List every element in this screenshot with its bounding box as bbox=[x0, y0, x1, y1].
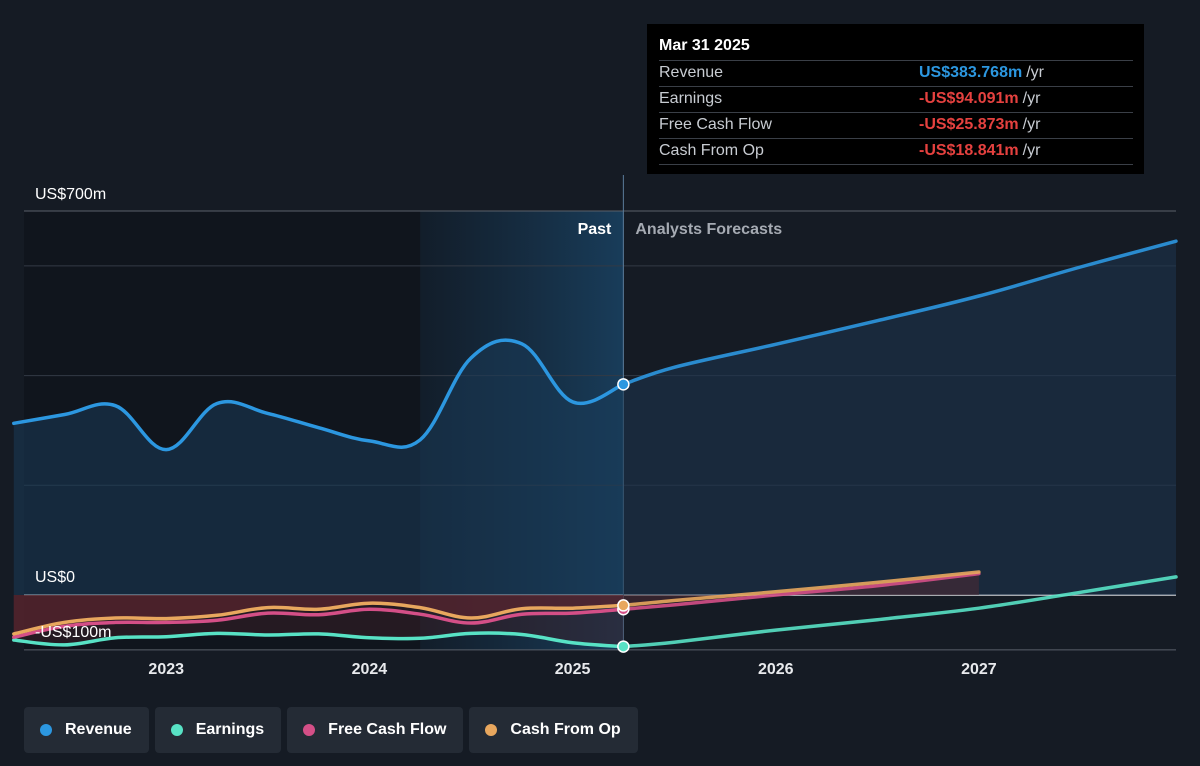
cfo-forecast-line bbox=[621, 570, 981, 608]
fcf-line bbox=[12, 607, 626, 639]
tooltip-row-earnings: Earnings -US$94.091m /yr bbox=[659, 86, 1133, 112]
earnings-area bbox=[13, 595, 624, 647]
tooltip-row-revenue: Revenue US$383.768m /yr bbox=[659, 60, 1133, 86]
legend-item-cash-from-op[interactable]: Cash From Op bbox=[469, 707, 638, 753]
x-tick-label: 2023 bbox=[148, 661, 184, 678]
tooltip-label: Earnings bbox=[659, 90, 723, 107]
x-tick-label: 2026 bbox=[758, 661, 794, 678]
revenue-current-point bbox=[617, 378, 630, 391]
legend-item-free-cash-flow[interactable]: Free Cash Flow bbox=[287, 707, 464, 753]
revenue-area bbox=[13, 340, 624, 595]
earnings-current-point bbox=[617, 640, 630, 653]
legend-dot-icon bbox=[40, 724, 52, 736]
legend-item-earnings[interactable]: Earnings bbox=[154, 707, 282, 753]
legend: Revenue Earnings Free Cash Flow Cash Fro… bbox=[24, 707, 638, 753]
legend-label: Earnings bbox=[195, 721, 265, 738]
tooltip-value: US$383.768m bbox=[919, 64, 1023, 81]
revenue-line bbox=[12, 338, 626, 452]
tooltip-unit: /yr bbox=[1022, 90, 1041, 107]
tooltip-label: Cash From Op bbox=[659, 142, 764, 159]
tooltip-unit: /yr bbox=[1022, 116, 1041, 133]
legend-dot-icon bbox=[170, 724, 183, 736]
legend-label: Revenue bbox=[65, 721, 132, 738]
tooltip-value: -US$94.091m bbox=[919, 90, 1019, 107]
y-axis-label-top: US$700m bbox=[35, 186, 106, 203]
y-axis-label-zero: US$0 bbox=[35, 569, 75, 586]
tooltip-label: Revenue bbox=[659, 64, 724, 81]
legend-dot-icon bbox=[303, 724, 316, 736]
legend-label: Free Cash Flow bbox=[328, 721, 447, 738]
fcf-forecast-line bbox=[621, 571, 981, 612]
tooltip-value: -US$25.873m bbox=[919, 116, 1019, 133]
tooltip-unit: /yr bbox=[1026, 64, 1044, 81]
x-tick-label: 2025 bbox=[555, 661, 591, 678]
tooltip-row-cash-from-op: Cash From Op -US$18.841m /yr bbox=[659, 138, 1133, 165]
x-tick-label: 2027 bbox=[961, 661, 997, 678]
legend-label: Cash From Op bbox=[510, 721, 621, 738]
tooltip-panel: Mar 31 2025 Revenue US$383.768m /yr Earn… bbox=[647, 24, 1144, 174]
tooltip-date: Mar 31 2025 bbox=[659, 37, 750, 54]
forecast-label: Analysts Forecasts bbox=[635, 221, 782, 238]
legend-item-revenue[interactable]: Revenue bbox=[24, 707, 149, 753]
revenue-forecast-area bbox=[623, 241, 1176, 595]
tooltip-row-free-cash-flow: Free Cash Flow -US$25.873m /yr bbox=[659, 112, 1133, 138]
revenue-forecast-line bbox=[621, 239, 1178, 387]
tooltip-unit: /yr bbox=[1022, 142, 1041, 159]
y-axis-label-bottom: -US$100m bbox=[35, 624, 111, 641]
earnings-forecast-line bbox=[621, 575, 1178, 649]
earnings-line bbox=[12, 631, 626, 649]
cfo-line bbox=[12, 601, 626, 636]
tooltip-label: Free Cash Flow bbox=[659, 116, 772, 133]
tooltip-value: -US$18.841m bbox=[919, 142, 1019, 159]
past-label: Past bbox=[578, 221, 612, 238]
cfo-current-point bbox=[617, 599, 630, 612]
legend-dot-icon bbox=[485, 724, 498, 736]
x-tick-label: 2024 bbox=[352, 661, 388, 678]
